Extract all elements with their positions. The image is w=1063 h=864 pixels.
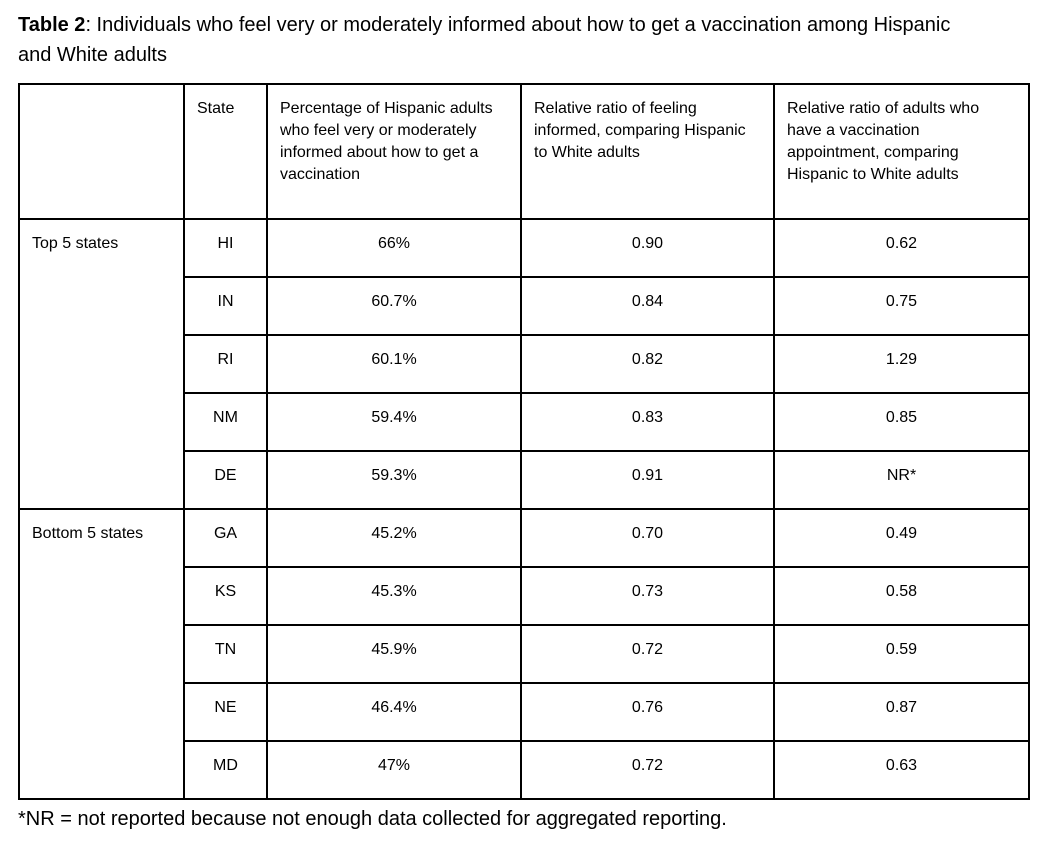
table-title-label: Table 2 xyxy=(18,14,86,36)
percentage-cell: 47% xyxy=(266,740,522,800)
percentage-cell: 59.3% xyxy=(266,450,522,510)
table-row: TN 45.9% 0.72 0.59 xyxy=(19,624,1030,684)
table-header: State Percentage of Hispanic adults who … xyxy=(18,83,1030,220)
ratio-appointment-cell: 0.62 xyxy=(773,218,1030,278)
ratio-informed-cell: 0.90 xyxy=(520,218,775,278)
ratio-appointment-cell: 0.85 xyxy=(773,392,1030,452)
table-row: NE 46.4% 0.76 0.87 xyxy=(19,682,1030,742)
state-cell: DE xyxy=(183,450,268,510)
ratio-informed-cell: 0.76 xyxy=(520,682,775,742)
percentage-cell: 59.4% xyxy=(266,392,522,452)
ratio-appointment-cell: NR* xyxy=(773,450,1030,510)
table-row: MD 47% 0.72 0.63 xyxy=(19,740,1030,800)
state-cell: IN xyxy=(183,276,268,336)
ratio-appointment-cell: 0.59 xyxy=(773,624,1030,684)
ratio-informed-cell: 0.84 xyxy=(520,276,775,336)
ratio-informed-cell: 0.91 xyxy=(520,450,775,510)
percentage-cell: 45.3% xyxy=(266,566,522,626)
percentage-cell: 66% xyxy=(266,218,522,278)
vaccination-info-table: State Percentage of Hispanic adults who … xyxy=(18,83,1030,800)
table-row: RI 60.1% 0.82 1.29 xyxy=(19,334,1030,394)
state-cell: TN xyxy=(183,624,268,684)
state-cell: GA xyxy=(183,508,268,568)
table-title: Table 2: Individuals who feel very or mo… xyxy=(18,10,978,70)
state-cell: KS xyxy=(183,566,268,626)
column-header-state: State xyxy=(183,83,268,220)
column-header-ratio-appointment: Relative ratio of adults who have a vacc… xyxy=(773,83,1030,220)
ratio-appointment-cell: 0.63 xyxy=(773,740,1030,800)
column-header-empty xyxy=(18,83,185,220)
table-body: Top 5 states HI 66% 0.90 0.62 IN 60.7% 0… xyxy=(18,218,1030,800)
ratio-informed-cell: 0.82 xyxy=(520,334,775,394)
ratio-appointment-cell: 0.87 xyxy=(773,682,1030,742)
ratio-informed-cell: 0.72 xyxy=(520,624,775,684)
header-row: State Percentage of Hispanic adults who … xyxy=(18,83,1030,220)
column-header-percentage-informed: Percentage of Hispanic adults who feel v… xyxy=(266,83,522,220)
percentage-cell: 60.1% xyxy=(266,334,522,394)
percentage-cell: 45.9% xyxy=(266,624,522,684)
state-cell: RI xyxy=(183,334,268,394)
table-row: IN 60.7% 0.84 0.75 xyxy=(19,276,1030,336)
state-cell: NM xyxy=(183,392,268,452)
table-title-text: : Individuals who feel very or moderatel… xyxy=(18,14,951,66)
ratio-appointment-cell: 0.75 xyxy=(773,276,1030,336)
table-row: Top 5 states HI 66% 0.90 0.62 xyxy=(18,218,1030,510)
table-row: KS 45.3% 0.73 0.58 xyxy=(19,566,1030,626)
ratio-informed-cell: 0.83 xyxy=(520,392,775,452)
state-cell: MD xyxy=(183,740,268,800)
ratio-appointment-cell: 0.49 xyxy=(773,508,1030,568)
percentage-cell: 60.7% xyxy=(266,276,522,336)
state-cell: NE xyxy=(183,682,268,742)
percentage-cell: 46.4% xyxy=(266,682,522,742)
ratio-informed-cell: 0.70 xyxy=(520,508,775,568)
group-label-cell-bottom5: Bottom 5 states xyxy=(18,508,185,800)
ratio-appointment-cell: 0.58 xyxy=(773,566,1030,626)
column-header-ratio-informed: Relative ratio of feeling informed, comp… xyxy=(520,83,775,220)
ratio-informed-cell: 0.73 xyxy=(520,566,775,626)
table-footnote: *NR = not reported because not enough da… xyxy=(18,808,727,830)
table-row: DE 59.3% 0.91 NR* xyxy=(19,450,1030,510)
table-row: Bottom 5 states GA 45.2% 0.70 0.49 xyxy=(18,508,1030,800)
ratio-informed-cell: 0.72 xyxy=(520,740,775,800)
ratio-appointment-cell: 1.29 xyxy=(773,334,1030,394)
table-row: NM 59.4% 0.83 0.85 xyxy=(19,392,1030,452)
group-label-cell-top5: Top 5 states xyxy=(18,218,185,510)
state-cell: HI xyxy=(183,218,268,278)
percentage-cell: 45.2% xyxy=(266,508,522,568)
